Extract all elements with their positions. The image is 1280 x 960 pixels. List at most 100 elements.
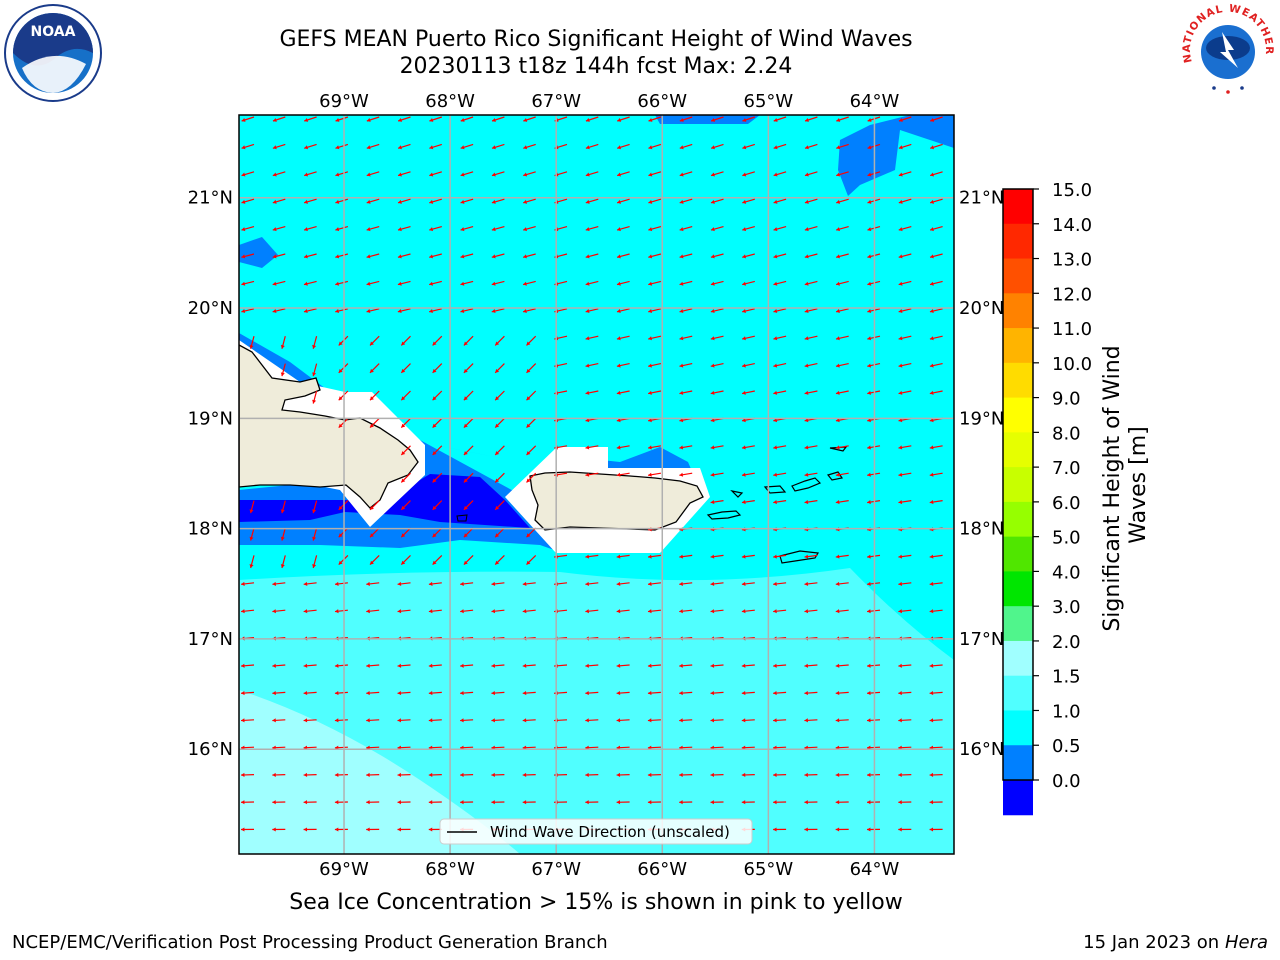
wind-arrow-head: [366, 117, 371, 122]
wind-arrow-head: [679, 800, 683, 805]
wind-arrow-head: [929, 390, 934, 395]
wind-arrow-head: [241, 199, 246, 204]
wind-arrow-head: [523, 145, 528, 150]
wind-arrow-head: [773, 690, 777, 696]
wind-arrow-head: [648, 472, 652, 477]
wind-arrow-head: [334, 718, 339, 723]
wind-arrow-head: [742, 199, 747, 204]
wind-arrow-head: [428, 690, 433, 696]
wind-arrow-head: [679, 281, 684, 286]
wind-arrow-head: [241, 145, 246, 150]
wind-arrow-head: [773, 554, 777, 559]
wind-arrow-head: [370, 368, 374, 373]
lat-tick-label-right: 18°N: [959, 519, 1004, 540]
wind-arrow-head: [929, 418, 934, 423]
wind-arrow-head: [460, 172, 465, 177]
wind-arrow-head: [867, 800, 871, 805]
footer-host: Hera: [1224, 932, 1268, 953]
wind-arrow-head: [741, 690, 746, 696]
wind-arrow-head: [804, 308, 809, 314]
wind-arrow-head: [929, 281, 934, 286]
wind-arrow-head: [366, 145, 371, 150]
wind-arrow-head: [648, 336, 653, 341]
wind-arrow-head: [401, 396, 406, 401]
wind-arrow-head: [370, 560, 374, 565]
wind-arrow-head: [397, 308, 402, 314]
wind-arrow-head: [616, 554, 621, 559]
wind-arrow-head: [773, 336, 778, 341]
wind-arrow-head: [773, 581, 777, 586]
st-croix-island: [779, 550, 819, 564]
wind-arrow-head: [710, 336, 715, 341]
wind-arrow-head: [460, 145, 465, 150]
wind-arrow-head: [742, 172, 747, 177]
wind-arrow-head: [585, 800, 589, 805]
wind-arrow-head: [495, 560, 500, 565]
wind-arrow-head: [773, 827, 777, 832]
wind-arrow-head: [898, 145, 903, 150]
wind-arrow-head: [401, 341, 406, 346]
wind-arrow-head: [460, 281, 465, 286]
wind-arrow-head: [303, 609, 308, 614]
wind-arrow-head: [742, 117, 747, 122]
colorbar-swatch: [1003, 710, 1033, 746]
wind-arrow-head: [335, 172, 340, 177]
colorbar-swatch: [1003, 328, 1033, 364]
wind-arrow-head: [335, 308, 340, 314]
wind-arrow-head: [523, 254, 527, 259]
wind-arrow-head: [429, 172, 434, 177]
wind-arrow-head: [522, 772, 527, 777]
wind-arrow-head: [491, 800, 495, 805]
wind-arrow-head: [710, 800, 714, 805]
wind-arrow-head: [522, 690, 527, 696]
sea-ice-note: Sea Ice Concentration > 15% is shown in …: [289, 890, 903, 915]
wind-arrow-head: [526, 396, 531, 401]
wind-arrow-head: [679, 145, 684, 150]
nws-logo-icon: NATIONAL WEATHER SERVICE: [1178, 2, 1274, 94]
wind-arrow-head: [463, 478, 468, 483]
wind-arrow-head: [742, 308, 746, 314]
wind-arrow-head: [526, 478, 531, 483]
wind-arrow-head: [401, 451, 406, 455]
wind-arrow-head: [741, 609, 746, 614]
wind-arrow-head: [272, 227, 277, 232]
wind-arrow-head: [929, 690, 934, 696]
wind-legend: Wind Wave Direction (unscaled): [439, 818, 753, 845]
wind-arrow-head: [491, 145, 496, 150]
wind-arrow-head: [366, 172, 371, 177]
wind-arrow-head: [460, 690, 464, 696]
wind-arrow-head: [432, 341, 437, 346]
wind-arrow-head: [898, 281, 903, 286]
wind-arrow-head: [710, 499, 715, 505]
wind-arrow-head: [491, 581, 496, 586]
wind-arrow-head: [398, 145, 402, 150]
wind-arrow-head: [272, 254, 277, 259]
wind-arrow-head: [742, 418, 746, 423]
wind-arrow-head: [710, 609, 715, 614]
wind-arrow-head: [338, 560, 343, 565]
wind-arrow-head: [867, 554, 871, 559]
wind-arrow-head: [679, 172, 684, 177]
wind-arrow-head: [773, 363, 778, 368]
wind-arrow-head: [366, 718, 370, 723]
wind-arrow-head: [679, 772, 683, 777]
wind-arrow-head: [585, 663, 589, 668]
wind-arrow-head: [616, 418, 621, 423]
wind-arrow-head: [491, 227, 496, 232]
wind-arrow-head: [398, 172, 402, 177]
wind-arrow-head: [312, 564, 317, 568]
wind-arrow-head: [432, 560, 437, 565]
wind-arrow-head: [526, 423, 531, 428]
wind-arrow-head: [867, 772, 871, 777]
wind-arrow-head: [312, 536, 317, 541]
wind-arrow-head: [647, 690, 652, 696]
wind-arrow-head: [835, 690, 840, 696]
wind-arrow-head: [711, 117, 716, 122]
wind-arrow-head: [312, 344, 317, 349]
colorbar-swatch: [1003, 640, 1033, 677]
wind-arrow-head: [616, 390, 621, 395]
wind-arrow-head: [272, 772, 276, 777]
wind-arrow-head: [526, 560, 531, 565]
colorbar-frame: [1002, 188, 1034, 781]
wind-arrow-head: [585, 308, 590, 314]
